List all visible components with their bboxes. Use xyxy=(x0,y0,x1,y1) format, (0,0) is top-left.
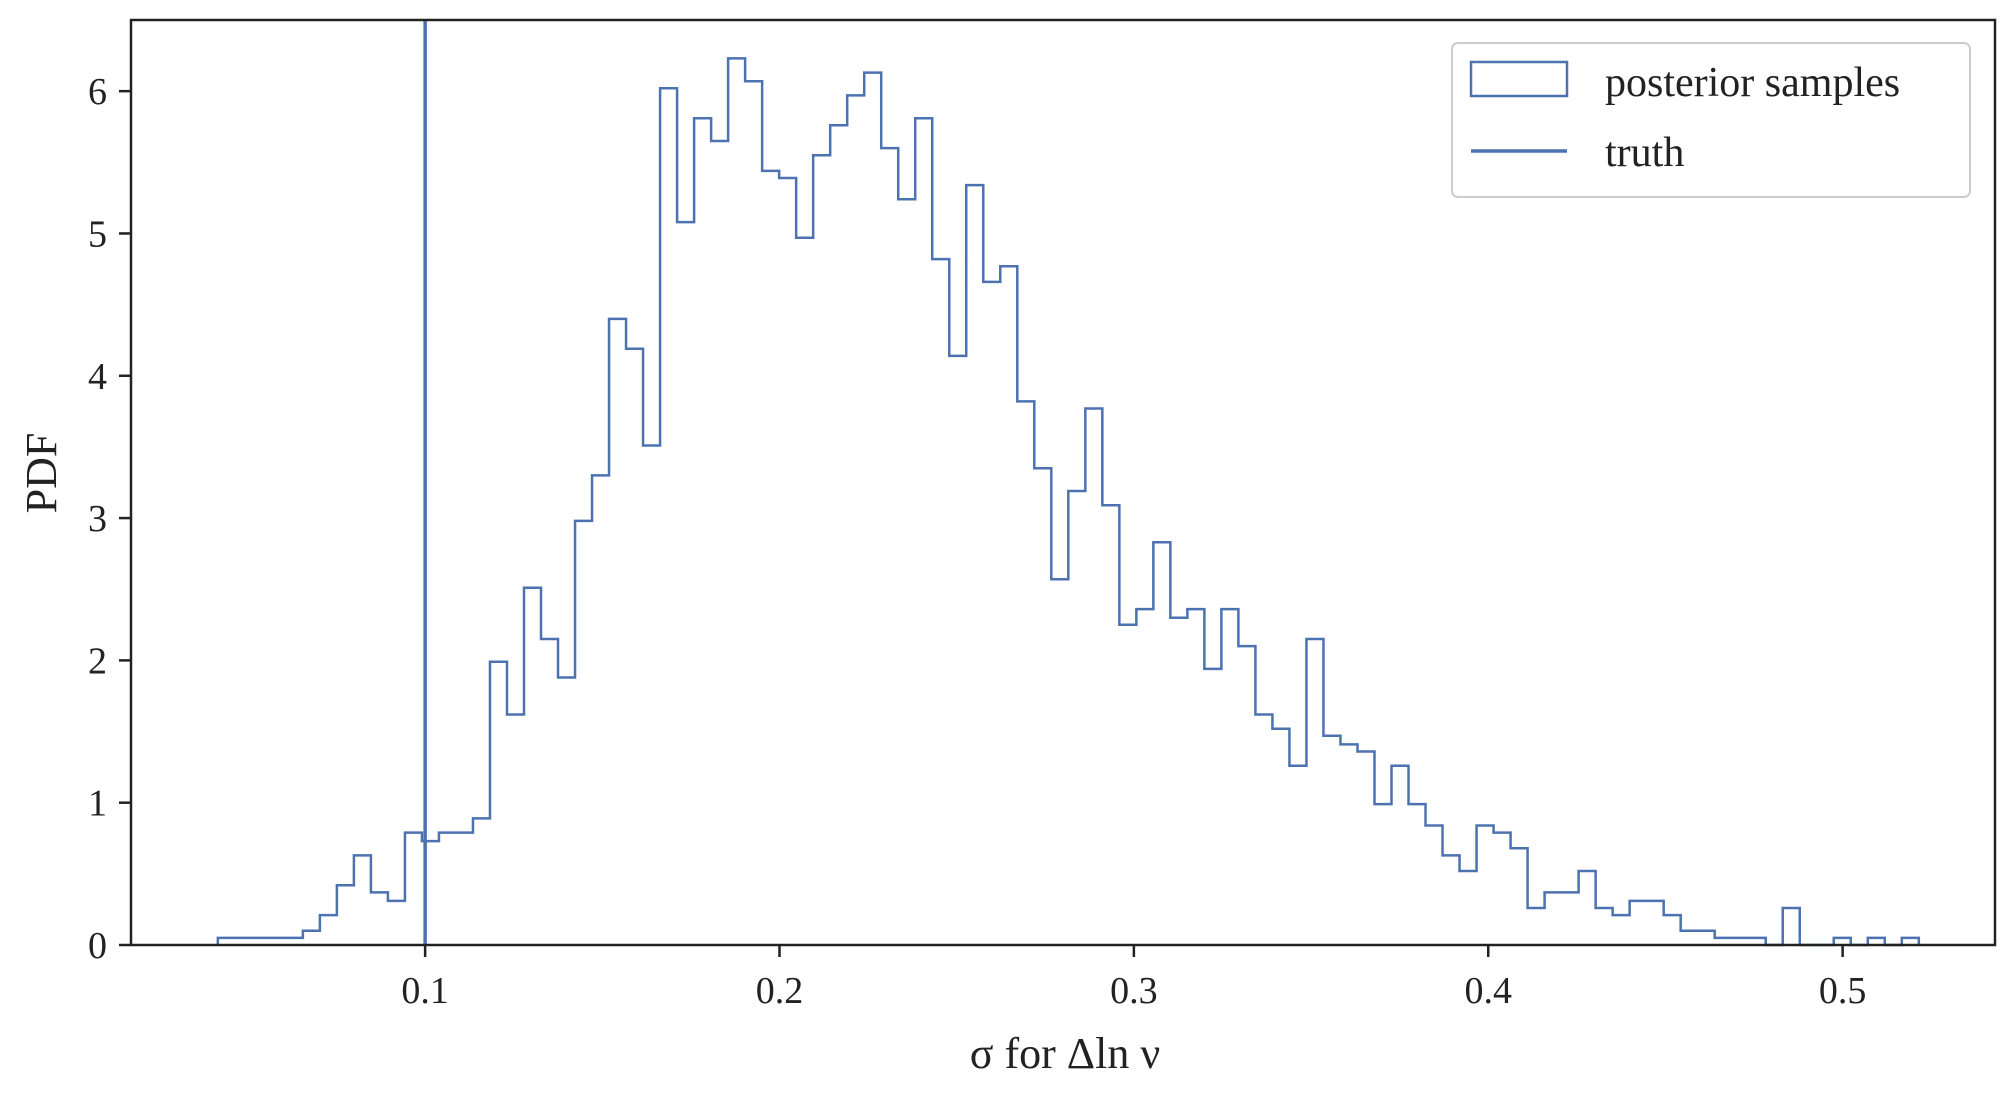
x-tick-label: 0.3 xyxy=(1110,970,1158,1012)
legend: posterior samples truth xyxy=(1451,42,1971,198)
legend-label-truth: truth xyxy=(1605,130,1684,176)
labels-layer: σ for Δln ν PDF xyxy=(17,433,1160,1078)
plot-frame xyxy=(129,18,1997,947)
legend-label-posterior-samples: posterior samples xyxy=(1605,60,1900,106)
y-tick-label: 6 xyxy=(88,71,107,113)
x-tick-label: 0.4 xyxy=(1464,970,1512,1012)
y-tick-label: 3 xyxy=(88,498,107,540)
data-layer xyxy=(216,20,1921,947)
x-tick-label: 0.5 xyxy=(1819,970,1867,1012)
y-tick-label: 4 xyxy=(88,356,107,398)
axes-layer: 0.1 0.2 0.3 0.4 0.5 0 1 2 3 4 5 6 xyxy=(88,18,1997,1012)
x-tick-label: 0.1 xyxy=(401,970,449,1012)
x-axis-label: σ for Δln ν xyxy=(970,1029,1160,1078)
y-tick-label: 5 xyxy=(88,213,107,255)
y-axis-label: PDF xyxy=(17,433,66,514)
y-tick-label: 0 xyxy=(88,925,107,967)
histogram-outline xyxy=(216,57,1921,947)
legend-histogram-swatch xyxy=(1469,60,1569,98)
y-tick-label: 2 xyxy=(88,640,107,682)
x-tick-label: 0.2 xyxy=(756,970,804,1012)
y-tick-label: 1 xyxy=(88,783,107,825)
legend-frame xyxy=(1451,42,1971,198)
